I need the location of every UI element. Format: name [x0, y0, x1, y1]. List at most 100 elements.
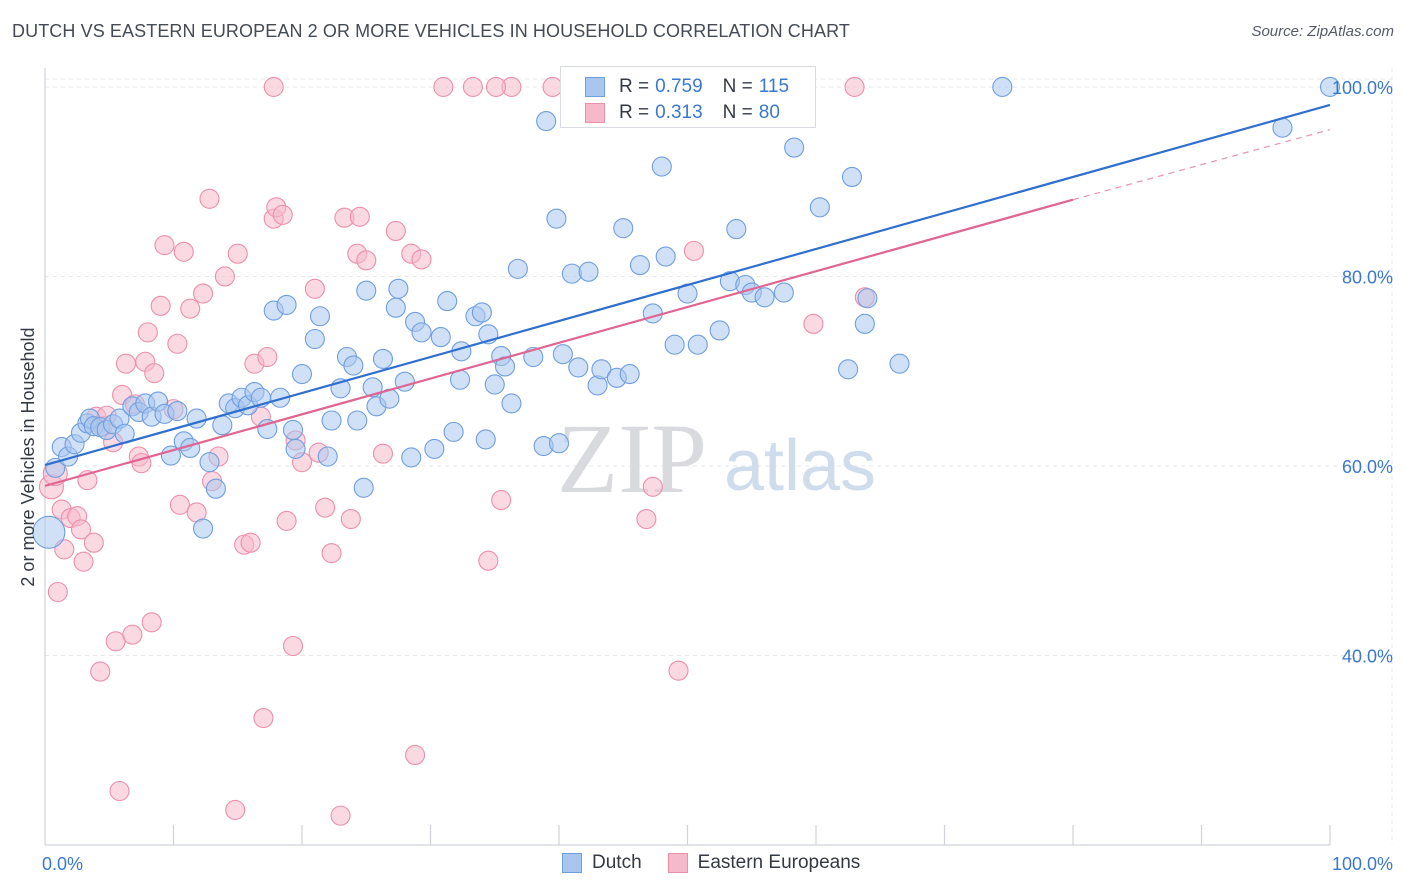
dutch-point — [353, 477, 374, 498]
legend-n-value-ee: 80 — [758, 102, 780, 123]
dutch-point — [552, 344, 573, 365]
correlation-legend: R = 0.759 N = 115 R = 0.313 N = 80 — [560, 66, 816, 128]
dutch-point — [362, 377, 383, 398]
dutch-point — [471, 302, 492, 323]
ee-point — [227, 243, 248, 264]
trend-lines — [44, 103, 1331, 487]
dutch-point — [1319, 76, 1341, 98]
dutch-point — [619, 364, 640, 385]
ee-point — [253, 707, 274, 729]
ee-point — [122, 624, 143, 645]
legend-label-ee: Eastern Europeans — [697, 852, 861, 873]
legend-swatch-ee — [585, 103, 605, 123]
dutch-point — [613, 218, 634, 239]
dutch-trend-line — [44, 103, 1331, 467]
ee-point — [844, 76, 865, 98]
ee-point — [803, 313, 824, 334]
dutch-point — [501, 393, 522, 414]
dutch-point — [568, 357, 589, 378]
axis-labels: 40.0% 60.0% 80.0% 100.0% 0.0% 100.0% 2 or more… — [18, 78, 1393, 874]
dutch-point — [854, 313, 875, 334]
dutch-point — [841, 166, 863, 188]
legend-swatch-dutch — [585, 77, 605, 97]
dutch-point — [388, 278, 409, 299]
dutch-point — [270, 387, 291, 408]
ee-point — [642, 476, 663, 497]
ee-point — [385, 220, 406, 242]
dutch-point — [437, 291, 458, 312]
ee-trend-extension — [1072, 129, 1331, 201]
ee-point — [276, 510, 297, 531]
ee-point — [193, 283, 214, 304]
dutch-point — [475, 429, 496, 450]
legend-row-dutch: R = 0.759 N = 115 — [585, 75, 789, 99]
legend-r-value-ee: 0.313 — [655, 102, 703, 123]
ee-point — [154, 235, 175, 256]
ee-point — [167, 333, 188, 354]
watermark-zip: ZIP — [557, 403, 707, 514]
legend-n-value-dutch: 115 — [758, 76, 790, 97]
legend-row-ee: R = 0.313 N = 80 — [585, 101, 780, 125]
dutch-point — [664, 334, 685, 355]
ee-point — [115, 353, 137, 374]
legend-swatch-dutch — [562, 853, 582, 873]
ee-point — [180, 298, 201, 319]
ee-point — [321, 543, 342, 564]
dutch-point — [629, 255, 651, 276]
dutch-point — [726, 219, 747, 240]
dutch-point — [424, 438, 445, 459]
watermark: ZIP atlas — [557, 403, 876, 514]
ee-point — [83, 532, 104, 553]
watermark-atlas: atlas — [724, 426, 876, 506]
ee-point — [636, 508, 657, 530]
dutch-point — [687, 334, 708, 355]
ee-point — [330, 805, 351, 826]
ee-point — [433, 76, 454, 98]
legend-n-label: N = — [722, 76, 753, 97]
ee-point — [668, 660, 689, 681]
ee-point — [304, 278, 325, 299]
y-tick-label: 100.0% — [1332, 78, 1393, 98]
dutch-point — [285, 438, 306, 459]
dutch-point — [193, 518, 214, 539]
ee-trend-line — [44, 198, 1074, 487]
legend-label-dutch: Dutch — [592, 852, 642, 873]
legend-item-dutch[interactable]: Dutch — [562, 852, 642, 874]
dutch-point — [709, 320, 730, 341]
ee-point — [109, 780, 130, 802]
ee-point — [411, 249, 432, 270]
dutch-point — [651, 156, 672, 177]
ee-point — [372, 443, 394, 464]
ee-point — [272, 204, 293, 225]
legend-item-ee[interactable]: Eastern Europeans — [667, 852, 861, 874]
dutch-point — [317, 446, 338, 467]
y-tick-label: 80.0% — [1342, 267, 1393, 287]
dutch-point — [484, 374, 505, 395]
ee-point — [150, 295, 171, 316]
dutch-point — [212, 415, 233, 436]
dutch-point — [385, 297, 406, 318]
ee-point — [478, 550, 499, 571]
dutch-point — [561, 263, 582, 284]
dutch-series — [32, 76, 1341, 549]
ee-point — [485, 76, 507, 98]
legend-r-value-dutch: 0.759 — [655, 76, 703, 97]
series-legend: Dutch Eastern Europeans — [562, 852, 886, 874]
ee-point — [90, 661, 111, 682]
axis-layer — [44, 68, 1331, 846]
dutch-point — [857, 288, 878, 309]
dutch-point — [992, 76, 1013, 98]
dutch-point — [507, 258, 528, 279]
ee-point — [683, 240, 704, 261]
dutch-point — [578, 261, 599, 282]
chart-title: DUTCH VS EASTERN EUROPEAN 2 OR MORE VEHI… — [12, 21, 850, 41]
legend-r-label: R = — [619, 76, 650, 97]
ee-point — [47, 581, 68, 603]
dutch-point — [321, 410, 342, 431]
y-tick-label: 60.0% — [1342, 457, 1393, 477]
dutch-point — [401, 447, 422, 468]
ee-point — [240, 532, 261, 553]
dutch-point — [754, 287, 775, 308]
y-axis-title: 2 or more Vehicles in Household — [18, 327, 38, 586]
dutch-point — [536, 111, 557, 132]
